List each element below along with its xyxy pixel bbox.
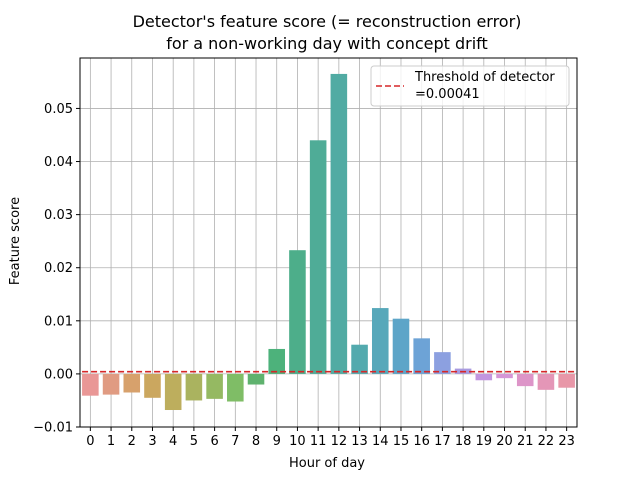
axes	[79, 57, 578, 428]
chart-title-line-2: for a non-working day with concept drift	[166, 34, 488, 53]
x-tick-label: 16	[413, 434, 430, 449]
y-tick-label: −0.01	[33, 421, 73, 436]
y-axis-label: Feature score	[8, 197, 23, 285]
y-tick-label: 0.05	[44, 102, 73, 117]
x-tick-label: 1	[107, 434, 115, 449]
x-tick-label: 0	[86, 434, 94, 449]
bar-hour-14	[371, 308, 389, 374]
bar-hour-4	[164, 373, 182, 411]
x-tick-label: 12	[331, 434, 348, 449]
x-tick-label: 9	[273, 434, 281, 449]
bar-hour-22	[537, 373, 555, 390]
x-tick-label: 6	[210, 434, 218, 449]
chart-title-line-1: Detector's feature score (= reconstructi…	[133, 12, 522, 31]
bar-hour-7	[227, 373, 244, 402]
x-tick-label: 7	[231, 434, 239, 449]
y-tick-label: 0.01	[44, 314, 73, 329]
bar-hour-11	[309, 140, 327, 374]
legend-box	[370, 65, 570, 107]
legend-threshold-label-line-2: =0.00041	[415, 87, 480, 102]
y-tick-label: 0.03	[44, 208, 73, 223]
x-tick-label: 18	[455, 434, 472, 449]
y-tick-label: 0.02	[44, 261, 73, 276]
ticks: −0.010.000.010.020.030.040.050 1 2 3 4 5 6 7 8 9 1…	[33, 102, 575, 449]
x-tick-label: 15	[393, 434, 410, 449]
bar-hour-5	[185, 373, 203, 401]
x-tick-label: 2	[128, 434, 136, 449]
x-tick-label: 21	[517, 434, 534, 449]
x-tick-label: 13	[351, 434, 368, 449]
bar-hour-9	[268, 348, 286, 374]
x-tick-label: 4	[169, 434, 177, 449]
y-tick-label: 0.04	[44, 155, 73, 170]
bars	[82, 73, 575, 411]
legend-threshold-label-line-1: Threshold of detector	[414, 70, 555, 85]
plot-frame	[79, 57, 578, 428]
x-tick-label: 19	[476, 434, 493, 449]
x-tick-label: 17	[434, 434, 451, 449]
bar-hour-2	[123, 373, 141, 393]
x-tick-label: 23	[558, 434, 575, 449]
x-tick-label: 14	[372, 434, 389, 449]
bar-hour-23	[558, 373, 575, 388]
bar-hour-3	[144, 373, 161, 398]
x-tick-label: 11	[310, 434, 327, 449]
bar-hour-6	[206, 373, 223, 399]
bar-hour-16	[413, 338, 430, 374]
bar-hour-1	[102, 373, 120, 395]
x-tick-label: 8	[252, 434, 260, 449]
bar-hour-13	[351, 344, 368, 374]
bar-hour-21	[516, 373, 534, 387]
x-tick-label: 10	[289, 434, 306, 449]
bar-hour-0	[82, 373, 99, 396]
bar-hour-12	[330, 73, 348, 374]
bar-hour-19	[475, 373, 493, 381]
bar-hour-10	[289, 250, 306, 374]
bar-hour-15	[392, 318, 410, 374]
x-tick-label: 3	[148, 434, 156, 449]
x-tick-label: 5	[190, 434, 198, 449]
bar-hour-8	[247, 373, 265, 385]
legend: Threshold of detector =0.00041	[370, 65, 570, 107]
bar-hour-17	[434, 352, 451, 374]
x-axis-label: Hour of day	[289, 456, 365, 471]
x-tick-label: 22	[538, 434, 555, 449]
bar-hour-20	[496, 373, 513, 379]
x-tick-label: 20	[496, 434, 513, 449]
y-tick-label: 0.00	[44, 367, 73, 382]
